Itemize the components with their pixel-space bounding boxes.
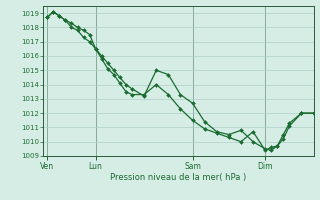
X-axis label: Pression niveau de la mer( hPa ): Pression niveau de la mer( hPa ) — [110, 173, 246, 182]
